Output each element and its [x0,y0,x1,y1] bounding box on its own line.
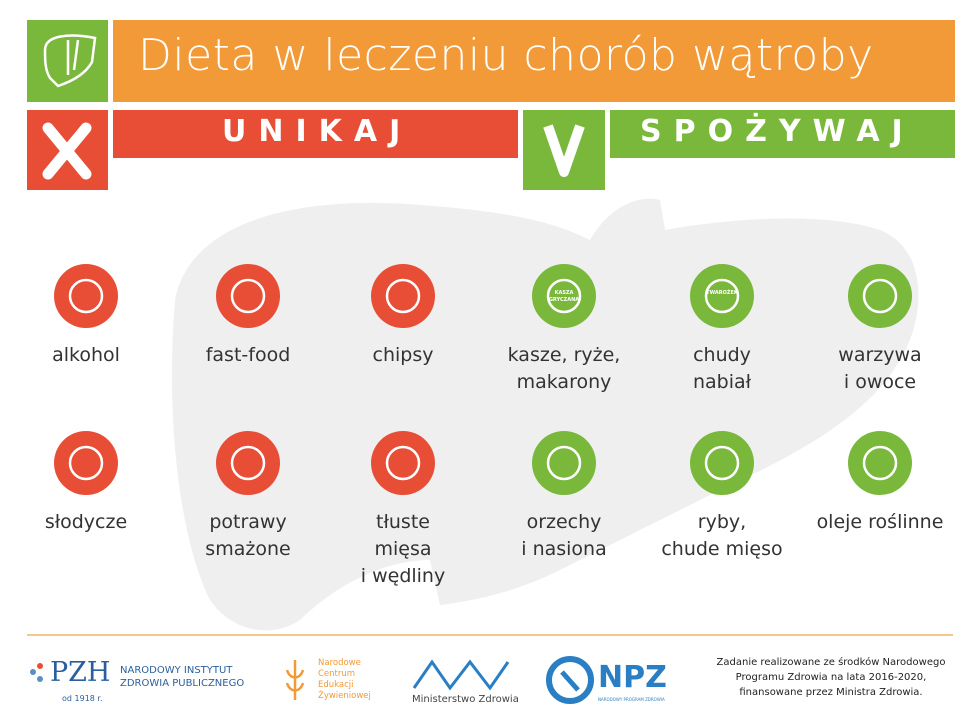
item-label: ryby, chude mięso [637,509,807,563]
title: Dieta w leczeniu chorób wątroby [138,30,874,81]
item-label: orzechy i nasiona [479,509,649,563]
icon-glyph [546,445,582,481]
icon-glyph [230,278,266,314]
npz-logo: NPZ [598,660,667,695]
item-label-line: alkohol [52,344,120,366]
item-label: chipsy [318,342,488,369]
icon-text: KASZA [555,290,574,296]
icon-glyph [862,278,898,314]
funding-note: Zadanie realizowane ze środków Narodoweg… [706,655,956,700]
icon-circle [371,264,435,328]
icon-glyph [862,445,898,481]
ncez-name: Narodowe Centrum Edukacji Żywieniowej [318,658,371,702]
icon-circle [371,431,435,495]
eat-label: SPOŻYWAJ [640,114,915,149]
npz-name: NARODOWY PROGRAM ZDROWIA [598,697,665,702]
note-line: Programu Zdrowia na lata 2016-2020, [735,672,927,683]
item-label: fast-food [163,342,333,369]
pzh-logo: PZH [50,657,111,688]
pzh-name-line: ZDROWIA PUBLICZNEGO [120,678,245,689]
item-label-line: chude mięso [661,538,783,560]
item-label-line: oleje roślinne [816,511,944,533]
ncez-icon [285,660,305,700]
item-label-line: warzywa [838,344,922,366]
pzh-dot [37,663,43,669]
item-label: chudy nabiał [637,342,807,396]
icon-glyph [704,278,740,314]
x-icon [42,122,92,180]
item-label-line: tłuste [376,511,430,533]
item-label-line: nabiał [692,371,752,393]
eat-bar [610,110,955,158]
icon-circle [54,431,118,495]
pzh-name-line: NARODOWY INSTYTUT [120,665,233,676]
item-label-line: ryby, [697,511,747,533]
icon-circle [54,264,118,328]
icon-glyph [546,278,582,314]
item-label-line: kasze, ryże, [507,344,621,366]
icon-circle [848,264,912,328]
mz-name: Ministerstwo Zdrowia [412,694,519,705]
icon-text: TWAROŻEK [706,289,739,296]
icon-circle [216,431,280,495]
title-bar [113,20,955,102]
v-box [523,110,605,190]
item-label: słodycze [1,509,171,536]
item-label-line: smażone [205,538,291,560]
item-label-line: chipsy [372,344,434,366]
note-line: finansowane przez Ministra Zdrowia. [739,687,923,698]
item-label: kasze, ryże, makarony [479,342,649,396]
icon-circle [532,431,596,495]
icon-circle [532,264,596,328]
liver-silhouette [171,198,919,631]
avoid-label: UNIKAJ [222,114,413,149]
ncez-line: Edukacji [318,680,354,690]
pzh-dot [37,676,43,682]
note-line: Zadanie realizowane ze środków Narodoweg… [716,657,946,668]
npz-icon [546,656,594,704]
icon-glyph [385,278,421,314]
icon-glyph [68,445,104,481]
item-label: potrawy smażone [163,509,333,563]
item-label-line: orzechy [526,511,602,533]
icon-circle [216,264,280,328]
npz-icon [560,670,580,692]
mz-icon [412,659,510,691]
icon-circle [690,431,754,495]
v-icon [543,124,585,177]
item-label-line: fast-food [205,344,291,366]
icon-circle [690,264,754,328]
item-label: oleje roślinne [795,509,965,536]
ncez-line: Żywieniowej [318,691,371,701]
item-label-line: makarony [516,371,612,393]
item-label-line: i owoce [843,371,917,393]
item-label: tłuste mięsa i wędliny [318,509,488,590]
icon-circle [848,431,912,495]
liver-icon [43,34,97,88]
ncez-line: Narodowe [318,658,361,668]
icon-glyph [704,445,740,481]
item-label-line: chudy [693,344,751,366]
avoid-bar [113,110,518,158]
icon-glyph [385,445,421,481]
item-label-line: mięsa [374,538,432,560]
pzh-name: NARODOWY INSTYTUT ZDROWIA PUBLICZNEGO [120,664,244,690]
item-label-line: słodycze [44,511,128,533]
icon-glyph [230,445,266,481]
pzh-since: od 1918 r. [62,694,103,703]
icon-glyph [68,278,104,314]
item-label-line: i nasiona [521,538,607,560]
ncez-line: Centrum [318,669,356,679]
item-label-line: i wędliny [360,565,446,587]
item-label-line: potrawy [209,511,287,533]
item-label: warzywa i owoce [795,342,965,396]
pzh-dot [30,669,36,675]
icon-text: GRYCZANA [549,297,579,303]
item-label: alkohol [1,342,171,369]
